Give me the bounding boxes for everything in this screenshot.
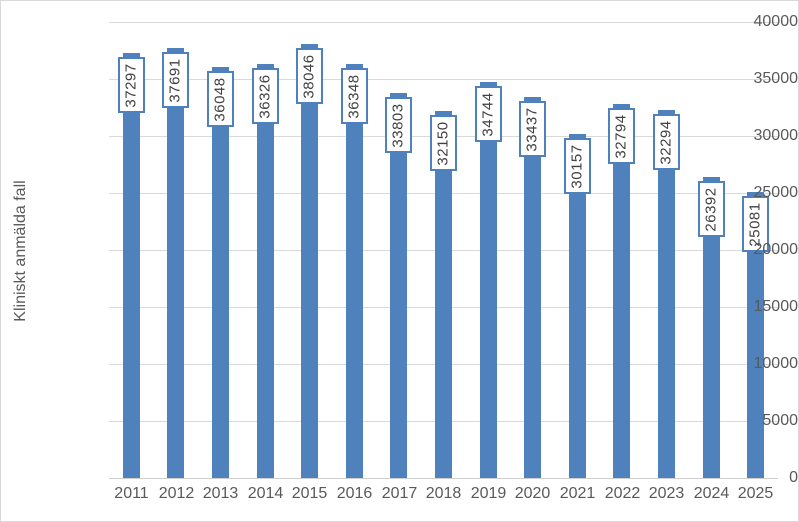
data-label-2025: 25081 [742,196,769,252]
y-tick-label: 20000 [753,241,799,258]
x-tick-label-2023: 2023 [648,485,685,502]
x-tick-label-2019: 2019 [470,485,507,502]
data-label-2021: 30157 [564,138,591,194]
data-label-value: 34744 [480,91,497,137]
bar-2012 [167,48,184,478]
data-label-2019: 34744 [475,86,502,142]
data-label-value: 25081 [747,201,764,247]
plot-area: 37297 37691 36048 36326 38046 36348 33803 32150… [109,22,778,479]
x-tick-label-2012: 2012 [158,485,195,502]
data-label-2015: 38046 [296,48,323,104]
data-label-2020: 33437 [519,101,546,157]
bar-2024 [703,177,720,478]
y-tick-label: 35000 [753,70,799,87]
x-tick-label-2025: 2025 [737,485,774,502]
data-label-value: 36326 [257,73,274,119]
data-label-value: 37297 [123,62,140,108]
x-tick-label-2017: 2017 [381,485,418,502]
data-label-value: 37691 [167,57,184,103]
data-label-value: 32794 [613,113,630,159]
gridline [109,79,778,80]
bar-2011 [123,53,140,478]
x-tick-label-2011: 2011 [114,485,149,502]
data-label-2023: 32294 [653,114,680,170]
y-tick-label: 40000 [753,13,799,30]
data-label-value: 32294 [658,119,675,165]
data-label-2016: 36348 [341,68,368,124]
y-tick-label: 5000 [762,412,798,429]
data-label-2018: 32150 [430,115,457,171]
bar-2014 [257,64,274,478]
bar-2022 [613,104,630,478]
data-label-2012: 37691 [162,52,189,108]
bar-2017 [390,93,407,478]
data-label-2017: 33803 [385,97,412,153]
x-tick-label-2022: 2022 [604,485,641,502]
data-label-2022: 32794 [608,108,635,164]
data-label-value: 33437 [524,106,541,152]
x-tick-label-2014: 2014 [247,485,284,502]
x-tick-label-2021: 2021 [559,485,596,502]
bar-2019 [480,82,497,478]
bar-2021 [569,134,586,478]
y-tick-label: 15000 [753,298,799,315]
x-tick-label-2015: 2015 [291,485,328,502]
data-label-value: 33803 [390,102,407,148]
x-tick-label-2018: 2018 [425,485,462,502]
bar-2023 [658,110,675,478]
y-tick-label: 25000 [753,184,799,201]
bar-2015 [301,44,318,478]
data-label-2014: 36326 [252,68,279,124]
bar-2025 [747,192,764,478]
data-label-value: 36348 [346,73,363,119]
data-label-value: 30157 [569,143,586,189]
bar-2013 [212,67,229,478]
y-tick-label: 10000 [753,355,799,372]
y-tick-label: 0 [789,469,798,486]
bar-2016 [346,64,363,478]
x-tick-label-2024: 2024 [693,485,730,502]
y-axis-title: Kliniskt anmälda fall [12,180,29,322]
data-label-2011: 37297 [118,57,145,113]
bar-2020 [524,97,541,478]
data-label-value: 38046 [301,53,318,99]
data-label-2013: 36048 [207,71,234,127]
y-tick-label: 30000 [753,127,799,144]
x-axis-line [109,478,778,479]
x-tick-label-2016: 2016 [336,485,373,502]
x-tick-label-2013: 2013 [202,485,239,502]
data-label-2024: 26392 [698,181,725,237]
x-tick-label-2020: 2020 [514,485,551,502]
gridline [109,22,778,23]
data-label-value: 32150 [435,120,452,166]
bar-2018 [435,111,452,478]
data-label-value: 36048 [212,76,229,122]
